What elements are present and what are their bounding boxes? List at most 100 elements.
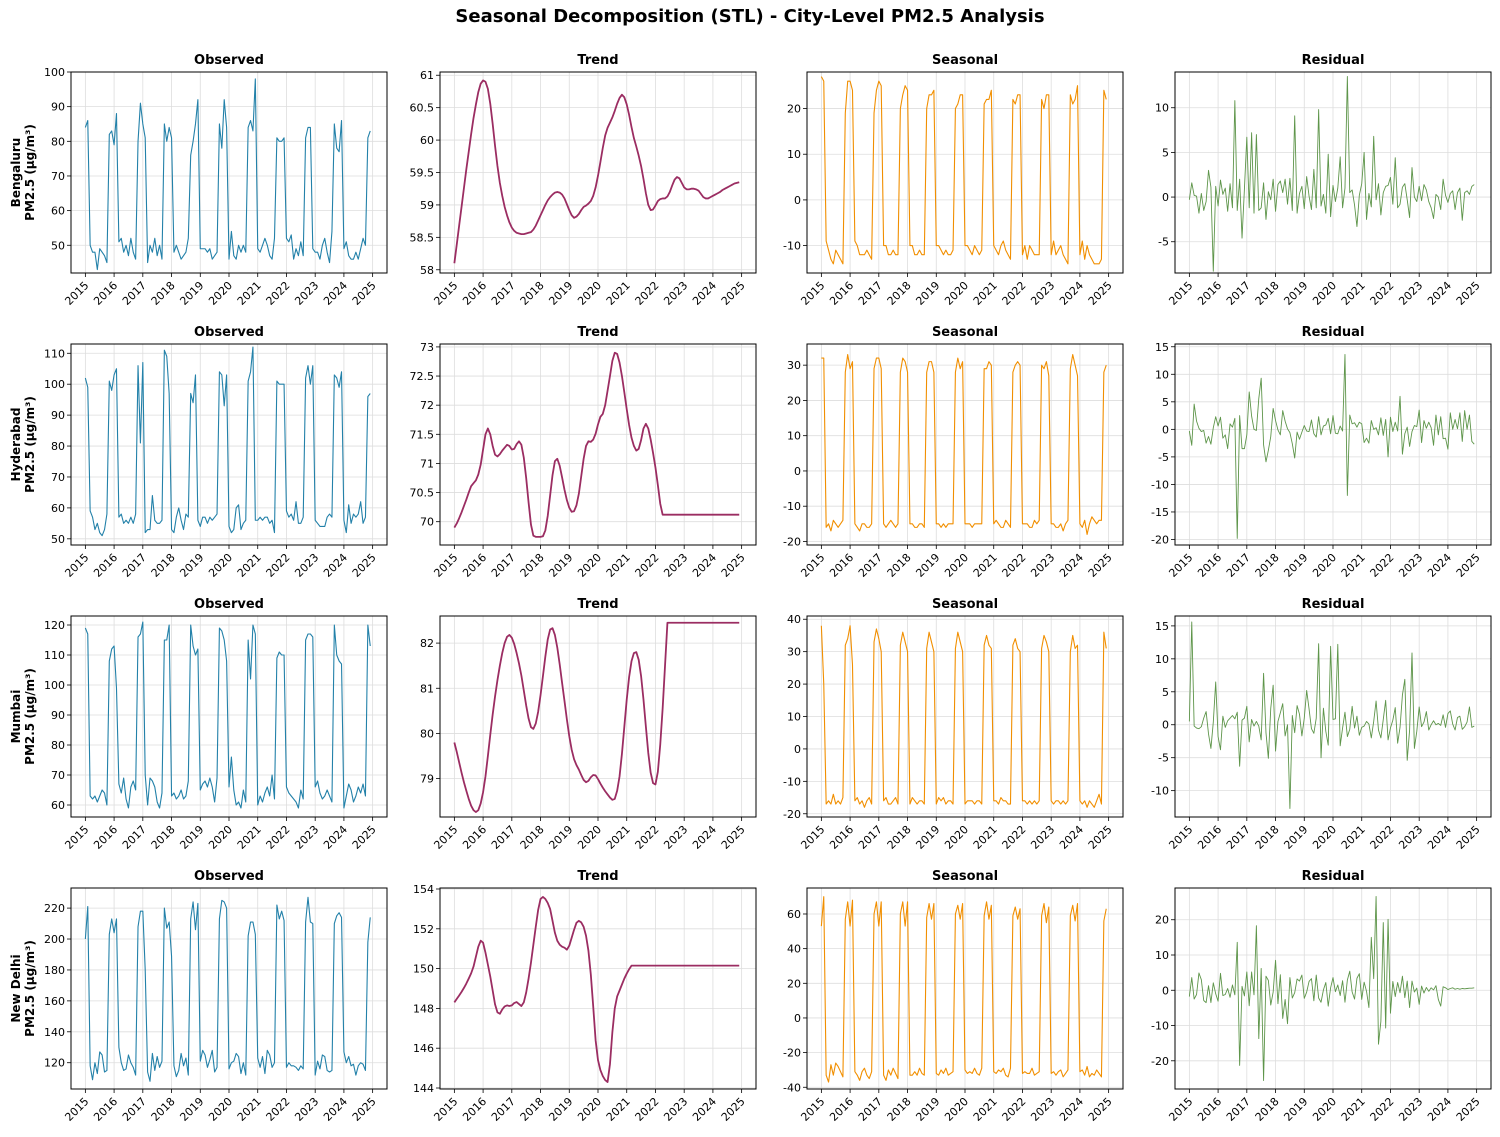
- x-tick-label: 2022: [633, 279, 662, 308]
- panel-title: Trend: [577, 869, 618, 884]
- x-tick-label: 2024: [1057, 551, 1086, 580]
- y-tick-label: 80: [51, 440, 65, 453]
- y-tick-label: 58: [420, 264, 434, 277]
- x-tick-label: 2022: [1368, 551, 1397, 580]
- x-tick-label: 2019: [913, 823, 942, 852]
- x-tick-label: 2019: [1281, 823, 1310, 852]
- x-tick-label: 2017: [856, 279, 885, 308]
- x-tick-label: 2020: [1310, 1095, 1339, 1124]
- panel-title: Observed: [194, 869, 264, 884]
- x-tick-label: 2025: [350, 823, 379, 852]
- x-tick-label: 2019: [546, 551, 575, 580]
- series-line-hyderabad-observed: [84, 346, 371, 537]
- x-tick-label: 2021: [235, 551, 264, 580]
- x-tick-label: 2024: [1425, 1095, 1454, 1124]
- x-tick-label: 2017: [120, 823, 149, 852]
- x-tick-label: 2016: [1195, 1095, 1224, 1124]
- x-tick-label: 2025: [350, 279, 379, 308]
- y-tick-label: 50: [51, 239, 65, 252]
- x-tick-label: 2019: [1281, 551, 1310, 580]
- x-tick-label: 2020: [206, 279, 235, 308]
- y-tick-label: 73: [420, 341, 434, 354]
- x-tick-label: 2016: [460, 551, 489, 580]
- x-tick-label: 2024: [1057, 279, 1086, 308]
- x-tick-label: 2025: [1086, 279, 1115, 308]
- x-tick-label: 2025: [719, 279, 748, 308]
- y-tick-label: 61: [420, 69, 434, 82]
- x-tick-label: 2024: [321, 1095, 350, 1124]
- x-tick-label: 2025: [719, 823, 748, 852]
- y-tick-label: 0: [1162, 719, 1169, 732]
- y-tick-label: 30: [787, 359, 801, 372]
- x-tick-label: 2019: [177, 279, 206, 308]
- series-line-new-delhi-trend: [453, 896, 740, 1083]
- y-tick-label: 10: [1155, 368, 1169, 381]
- y-tick-label: 100: [44, 378, 65, 391]
- y-axis-label-city: New Delhi: [9, 954, 23, 1022]
- x-tick-label: 2015: [798, 1095, 827, 1124]
- series-line-hyderabad-trend: [453, 351, 740, 538]
- x-tick-label: 2021: [235, 279, 264, 308]
- y-axis-label-hyderabad: HyderabadPM2.5 (µg/m³): [9, 396, 37, 493]
- figure-title: Seasonal Decomposition (STL) - City-Leve…: [455, 6, 1045, 27]
- x-tick-label: 2020: [942, 551, 971, 580]
- y-axis-label-unit: PM2.5 (µg/m³): [23, 668, 37, 765]
- y-tick-label: -5: [1158, 752, 1169, 765]
- x-tick-label: 2023: [292, 823, 321, 852]
- x-tick-label: 2018: [518, 551, 547, 580]
- x-tick-label: 2016: [1195, 279, 1224, 308]
- y-tick-label: 110: [44, 649, 65, 662]
- x-tick-label: 2017: [1224, 279, 1253, 308]
- y-tick-label: 144: [413, 1082, 434, 1095]
- y-tick-label: 0: [794, 465, 801, 478]
- x-tick-label: 2018: [1253, 551, 1282, 580]
- y-tick-label: 0: [794, 1012, 801, 1025]
- x-tick-label: 2024: [1425, 823, 1454, 852]
- y-axis-label-city: Hyderabad: [9, 408, 23, 482]
- y-tick-label: 60: [420, 134, 434, 147]
- y-axis-label-city: Mumbai: [9, 690, 23, 744]
- x-tick-label: 2024: [1425, 279, 1454, 308]
- y-tick-label: 146: [413, 1042, 434, 1055]
- x-tick-label: 2022: [264, 823, 293, 852]
- y-tick-label: -10: [783, 775, 801, 788]
- y-tick-label: 82: [420, 637, 434, 650]
- y-tick-label: 40: [787, 613, 801, 626]
- x-tick-label: 2021: [604, 279, 633, 308]
- x-tick-label: 2023: [661, 279, 690, 308]
- panel-title: Trend: [577, 597, 618, 612]
- y-tick-label: 10: [787, 711, 801, 724]
- x-tick-label: 2024: [690, 1095, 719, 1124]
- y-tick-label: -20: [1151, 533, 1169, 546]
- y-axis-label-unit: PM2.5 (µg/m³): [23, 124, 37, 221]
- panel-title: Observed: [194, 53, 264, 68]
- y-tick-label: 60: [787, 908, 801, 921]
- x-tick-label: 2019: [913, 551, 942, 580]
- x-tick-label: 2024: [690, 279, 719, 308]
- x-tick-label: 2018: [149, 551, 178, 580]
- x-tick-label: 2022: [264, 551, 293, 580]
- x-tick-label: 2018: [885, 279, 914, 308]
- y-tick-label: 10: [787, 148, 801, 161]
- x-tick-label: 2023: [1396, 823, 1425, 852]
- y-tick-label: 220: [44, 902, 65, 915]
- y-tick-label: 180: [44, 964, 65, 977]
- x-tick-label: 2025: [1454, 551, 1483, 580]
- x-tick-label: 2022: [633, 823, 662, 852]
- y-tick-label: 60.5: [410, 102, 435, 115]
- y-tick-label: 0: [794, 194, 801, 207]
- x-tick-label: 2021: [971, 279, 1000, 308]
- x-tick-label: 2015: [431, 551, 460, 580]
- y-tick-label: 150: [413, 963, 434, 976]
- x-tick-label: 2017: [120, 551, 149, 580]
- x-tick-label: 2015: [62, 1095, 91, 1124]
- y-tick-label: 60: [51, 502, 65, 515]
- x-tick-label: 2015: [431, 823, 460, 852]
- x-tick-label: 2020: [206, 1095, 235, 1124]
- series-line-new-delhi-residual: [1188, 896, 1475, 1081]
- x-tick-label: 2015: [1166, 1095, 1195, 1124]
- x-tick-label: 2021: [235, 823, 264, 852]
